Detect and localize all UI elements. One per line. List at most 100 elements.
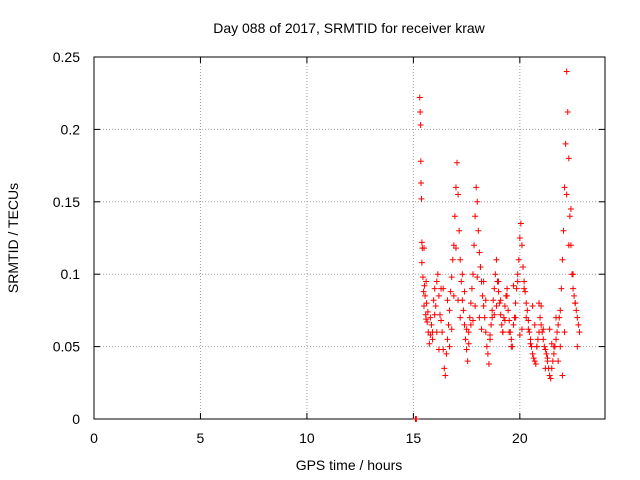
data-point bbox=[560, 227, 567, 234]
data-point bbox=[504, 292, 511, 299]
data-point bbox=[501, 303, 508, 310]
data-point bbox=[557, 343, 564, 350]
data-point bbox=[433, 329, 440, 336]
data-point bbox=[474, 274, 481, 281]
data-point bbox=[457, 314, 464, 321]
data-point bbox=[539, 329, 546, 336]
data-point bbox=[495, 288, 502, 295]
data-point bbox=[527, 340, 534, 347]
data-point bbox=[562, 140, 569, 147]
data-point bbox=[451, 213, 458, 220]
data-point bbox=[512, 300, 519, 307]
data-point bbox=[529, 350, 536, 357]
data-point bbox=[570, 285, 577, 292]
data-point bbox=[561, 329, 568, 336]
data-point bbox=[548, 365, 555, 372]
data-point bbox=[512, 314, 519, 321]
data-point bbox=[540, 326, 547, 333]
data-point bbox=[563, 68, 570, 75]
data-point bbox=[499, 329, 506, 336]
data-point bbox=[449, 256, 456, 263]
data-point bbox=[497, 297, 504, 304]
data-point bbox=[532, 360, 539, 367]
y-tick-label: 0.1 bbox=[61, 266, 81, 282]
data-point bbox=[417, 122, 424, 129]
data-point bbox=[439, 329, 446, 336]
data-point bbox=[563, 191, 570, 198]
data-point bbox=[443, 350, 450, 357]
data-point bbox=[413, 416, 420, 422]
data-point bbox=[544, 355, 551, 362]
data-point bbox=[510, 282, 517, 289]
data-point bbox=[526, 329, 533, 336]
data-point bbox=[448, 274, 455, 281]
data-point bbox=[465, 340, 472, 347]
data-point bbox=[477, 263, 484, 270]
data-point bbox=[546, 372, 553, 379]
data-point bbox=[500, 314, 507, 321]
data-point bbox=[542, 365, 549, 372]
data-point bbox=[423, 300, 430, 307]
grid bbox=[94, 57, 605, 419]
data-point bbox=[450, 292, 457, 299]
data-point bbox=[464, 358, 471, 365]
data-point bbox=[549, 358, 556, 365]
data-point bbox=[561, 184, 568, 191]
data-point bbox=[550, 350, 557, 357]
data-point bbox=[506, 329, 513, 336]
data-point bbox=[480, 278, 487, 285]
x-tick-label: 20 bbox=[512, 430, 528, 446]
data-point bbox=[490, 297, 497, 304]
data-point bbox=[497, 311, 504, 318]
data-point bbox=[433, 278, 440, 285]
data-point bbox=[518, 242, 525, 249]
data-point bbox=[447, 288, 454, 295]
data-point bbox=[574, 343, 581, 350]
data-point bbox=[474, 198, 481, 205]
data-point bbox=[508, 343, 515, 350]
data-point bbox=[416, 94, 423, 101]
y-tick-label: 0.25 bbox=[53, 49, 80, 65]
data-point bbox=[538, 321, 545, 328]
data-point bbox=[423, 278, 430, 285]
data-point bbox=[535, 300, 542, 307]
data-point bbox=[482, 329, 489, 336]
data-point bbox=[558, 285, 565, 292]
data-point bbox=[510, 321, 517, 328]
data-point bbox=[514, 271, 521, 278]
data-point bbox=[482, 297, 489, 304]
data-point bbox=[455, 191, 462, 198]
data-point bbox=[426, 340, 433, 347]
data-point bbox=[427, 314, 434, 321]
data-point bbox=[444, 336, 451, 343]
data-point bbox=[487, 332, 494, 339]
data-point bbox=[438, 317, 445, 324]
data-point bbox=[435, 292, 442, 299]
data-point bbox=[553, 314, 560, 321]
x-axis-label: GPS time / hours bbox=[296, 457, 403, 473]
data-point bbox=[531, 358, 538, 365]
data-point bbox=[432, 303, 439, 310]
data-point bbox=[472, 303, 479, 310]
data-point bbox=[461, 288, 468, 295]
data-point bbox=[418, 239, 425, 246]
data-point bbox=[574, 314, 581, 321]
data-point bbox=[463, 346, 470, 353]
data-point bbox=[419, 274, 426, 281]
data-point bbox=[496, 300, 503, 307]
data-point bbox=[513, 285, 520, 292]
data-point bbox=[504, 285, 511, 292]
data-point bbox=[441, 365, 448, 372]
data-point bbox=[522, 288, 529, 295]
data-point bbox=[493, 303, 500, 310]
data-point bbox=[570, 271, 577, 278]
data-point bbox=[468, 285, 475, 292]
data-point bbox=[461, 321, 468, 328]
data-point bbox=[446, 343, 453, 350]
data-point bbox=[418, 179, 425, 186]
data-point bbox=[475, 227, 482, 234]
data-point bbox=[534, 336, 541, 343]
x-tick-label: 15 bbox=[406, 430, 422, 446]
data-point bbox=[548, 340, 555, 347]
data-point bbox=[435, 346, 442, 353]
